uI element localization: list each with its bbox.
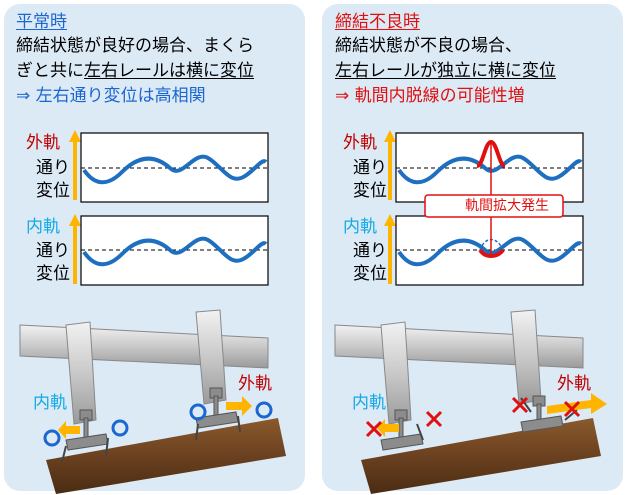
normal-diagram <box>19 130 286 494</box>
tie-bar <box>19 324 269 369</box>
poor-line-1: 締結状態が不良の場合、 <box>335 36 522 56</box>
normal-axis-label: 変位 <box>36 181 70 201</box>
normal-axis-label: 通り <box>36 241 70 261</box>
poor-line-3: ⇒ 軌間内脱線の可能性増 <box>335 86 525 106</box>
outer-wave <box>82 154 268 185</box>
normal-outer-label: 外軌 <box>26 133 60 153</box>
outer-anomaly <box>476 139 506 168</box>
fail-cross-icon <box>365 396 581 438</box>
normal-title: 平常時 <box>16 12 67 32</box>
displacement-arrow-icon <box>58 396 252 439</box>
tie-post <box>65 321 97 425</box>
tie-bar <box>334 324 584 369</box>
normal-axis-label: 変位 <box>36 264 70 284</box>
poor-inner-label: 内軌 <box>343 217 377 237</box>
gauge-widening-callout <box>424 194 564 218</box>
tie-post <box>510 309 542 405</box>
tie-post <box>195 309 227 405</box>
poor-axis-label: 変位 <box>353 181 387 201</box>
normal-line-3: ⇒ 左右通り変位は高相関 <box>16 86 206 106</box>
sleeper <box>46 418 286 494</box>
poor-outer-label: 外軌 <box>343 133 377 153</box>
normal-inner-label: 内軌 <box>26 217 60 237</box>
inner-wave <box>82 236 268 267</box>
normal-line-1: 締結状態が良好の場合、まくら <box>16 36 254 56</box>
gauge-widening-label: 軌間拡大発生 <box>465 198 549 214</box>
poor-title: 締結不良時 <box>335 12 420 32</box>
normal-axis-label: 通り <box>36 158 70 178</box>
ok-circle-icon <box>43 401 273 447</box>
normal-inner-rail-label: 内軌 <box>33 393 67 413</box>
poor-outer-rail-label: 外軌 <box>557 374 591 394</box>
poor-line-2: 左右レールが独立に横に変位 <box>335 61 556 81</box>
axis-arrow-icon <box>69 130 81 284</box>
inner-wave <box>397 236 583 267</box>
poor-axis-label: 変位 <box>353 264 387 284</box>
normal-outer-rail-label: 外軌 <box>238 374 272 394</box>
axis-arrow-icon <box>384 130 396 284</box>
poor-inner-rail-label: 内軌 <box>352 393 386 413</box>
tie-post <box>380 321 412 425</box>
poor-axis-label: 通り <box>353 158 387 178</box>
poor-diagram <box>334 130 607 494</box>
poor-axis-label: 通り <box>353 241 387 261</box>
normal-line-2: ぎと共に左右レールは横に変位 <box>16 61 254 81</box>
sleeper <box>361 418 601 494</box>
